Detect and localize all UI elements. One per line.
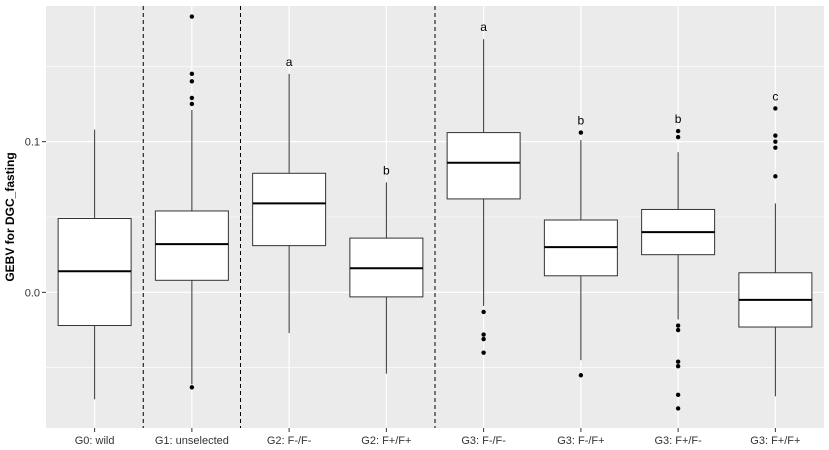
- outlier-point: [773, 133, 778, 138]
- outlier-point: [481, 350, 486, 355]
- x-axis: G0: wild G1: unselected G2: F-/F- G2: F+/F+…: [75, 428, 800, 447]
- box-group: b: [543, 114, 618, 378]
- outlier-point: [675, 364, 681, 369]
- significance-letter: b: [383, 163, 390, 177]
- group-separators: [142, 6, 436, 428]
- outlier-point: [675, 323, 681, 328]
- x-tick-label: G0: wild: [75, 435, 115, 447]
- significance-letter: b: [578, 114, 585, 128]
- outlier-point: [675, 392, 681, 398]
- outlier-point: [675, 327, 681, 333]
- box-iqr: [446, 132, 521, 200]
- significance-letter: b: [675, 112, 682, 126]
- outlier-point: [773, 106, 778, 111]
- box-group: [57, 129, 132, 400]
- box-group: [154, 14, 229, 390]
- y-tick-label: 0.1: [25, 137, 40, 149]
- boxes-layer: a b a b b c: [57, 14, 813, 411]
- outlier-point: [481, 309, 486, 315]
- outlier-point: [481, 332, 486, 337]
- box-group: b: [641, 112, 716, 411]
- y-axis-title: GEBV for DGC_fasting: [3, 152, 17, 281]
- box-group: c: [738, 89, 813, 397]
- outlier-point: [189, 79, 195, 84]
- box-group: a: [252, 55, 327, 334]
- significance-letter: c: [772, 89, 778, 103]
- outlier-point: [189, 385, 195, 390]
- outlier-point: [675, 406, 681, 411]
- box-group: a: [446, 20, 521, 355]
- x-tick-label: G3: F+/F-: [654, 435, 702, 447]
- outlier-point: [773, 139, 778, 144]
- outlier-point: [189, 95, 195, 101]
- outlier-point: [675, 359, 681, 364]
- outlier-point: [675, 128, 681, 134]
- significance-letter: a: [480, 20, 487, 34]
- outlier-point: [189, 14, 195, 19]
- outlier-point: [189, 101, 195, 107]
- outlier-point: [675, 134, 681, 140]
- outlier-point: [578, 130, 584, 135]
- box-iqr: [154, 210, 229, 281]
- outlier-point: [773, 145, 778, 150]
- outlier-point: [189, 71, 195, 77]
- x-tick-label: G1: unselected: [155, 435, 229, 447]
- outlier-point: [481, 336, 486, 342]
- box-group: b: [349, 163, 424, 374]
- x-tick-label: G2: F+/F+: [361, 435, 411, 447]
- x-tick-label: G2: F-/F-: [267, 435, 312, 447]
- significance-letter: a: [286, 55, 293, 69]
- x-tick-label: G3: F+/F+: [750, 435, 800, 447]
- outlier-point: [773, 174, 778, 179]
- y-tick-label: 0.0: [25, 287, 40, 299]
- x-tick-label: G3: F-/F+: [557, 435, 604, 447]
- y-axis: 0.0 0.1: [25, 137, 46, 299]
- outlier-point: [578, 373, 584, 378]
- box-iqr: [252, 172, 327, 247]
- x-tick-label: G3: F-/F-: [461, 435, 506, 447]
